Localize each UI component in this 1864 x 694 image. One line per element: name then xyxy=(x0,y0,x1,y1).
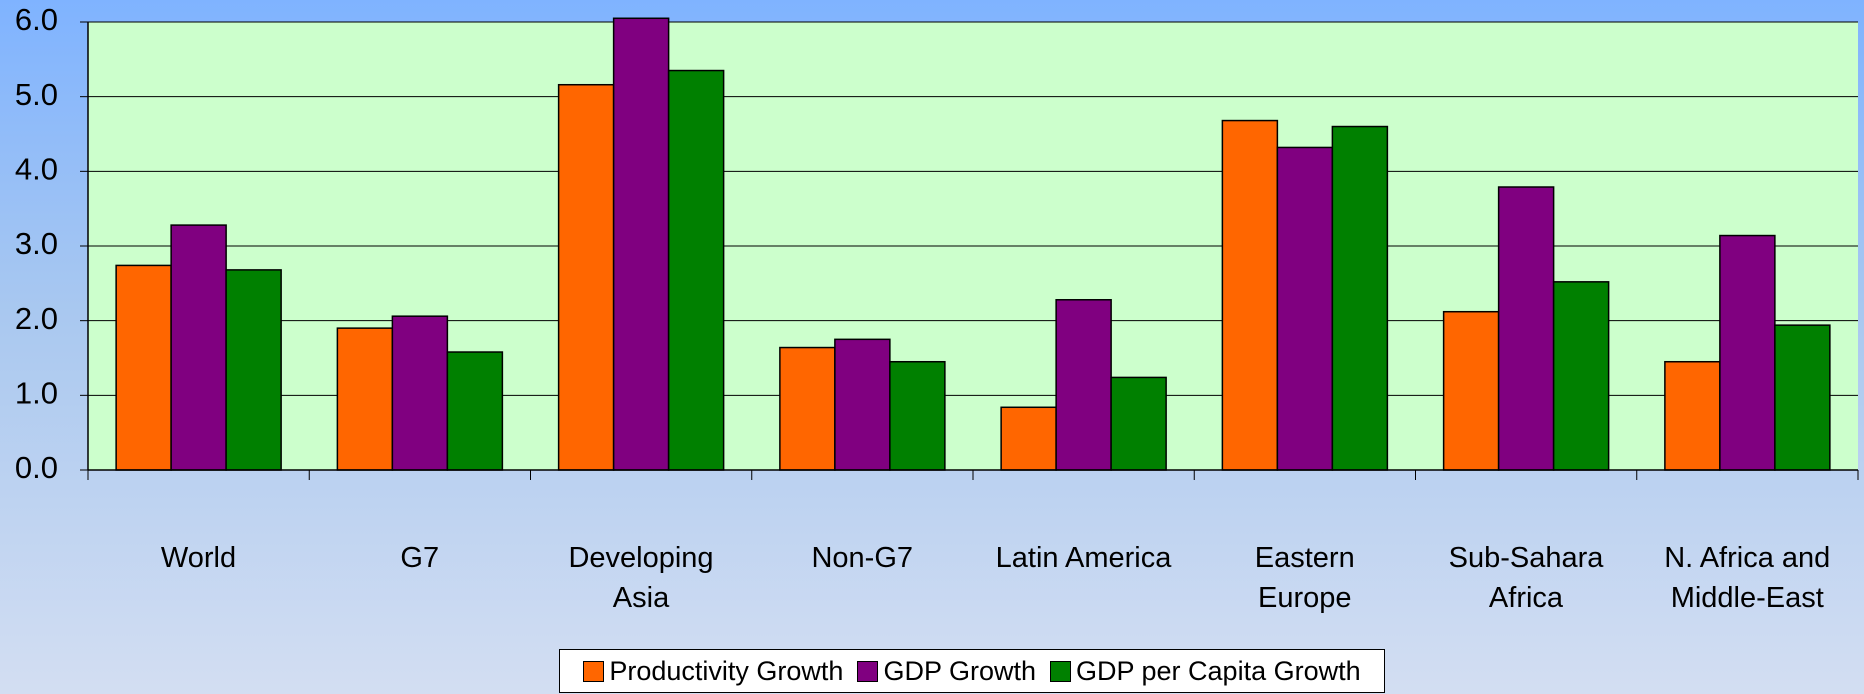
bar xyxy=(115,264,172,471)
x-tick-label: N. Africa and Middle-East xyxy=(1664,542,1831,614)
y-tick-label: 6.0 xyxy=(15,2,58,37)
y-tick-label: 5.0 xyxy=(15,77,58,112)
bar xyxy=(1276,146,1334,471)
legend-item: GDP Growth xyxy=(857,656,1036,687)
bar xyxy=(446,351,504,471)
legend-swatch xyxy=(857,660,879,682)
legend-swatch xyxy=(1050,660,1071,682)
y-tick-label: 4.0 xyxy=(15,152,58,187)
x-tick-label: World xyxy=(160,542,237,574)
bar xyxy=(667,69,725,471)
bar xyxy=(1221,119,1279,471)
bar xyxy=(1110,376,1167,471)
legend-item: GDP per Capita Growth xyxy=(1050,656,1361,687)
x-tick-label: Non-G7 xyxy=(811,542,914,574)
bar xyxy=(1000,406,1057,471)
bar xyxy=(1442,310,1500,471)
x-tick-label: G7 xyxy=(400,542,440,574)
bar xyxy=(170,224,227,471)
legend-label: Productivity Growth xyxy=(609,655,844,686)
bar xyxy=(1055,299,1112,471)
legend-swatch xyxy=(583,660,605,682)
bar xyxy=(889,360,946,471)
legend-label: GDP per Capita Growth xyxy=(1076,655,1361,686)
bar xyxy=(612,17,670,471)
bar xyxy=(225,269,282,471)
legend: Productivity Growth GDP Growth GDP per Cap… xyxy=(559,649,1385,693)
x-tick-label: Sub-Sahara Africa xyxy=(1448,542,1604,614)
bar xyxy=(557,83,615,471)
x-tick-label: Eastern Europe xyxy=(1254,542,1355,614)
bar xyxy=(336,327,394,471)
bar xyxy=(834,338,891,471)
legend-item: Productivity Growth xyxy=(583,656,843,687)
bar xyxy=(779,346,836,471)
bar xyxy=(391,315,449,471)
bar xyxy=(1719,234,1776,471)
bar xyxy=(1552,281,1610,471)
bar xyxy=(1497,186,1555,471)
x-tick-label: Latin America xyxy=(995,542,1172,574)
y-tick-label: 1.0 xyxy=(15,376,58,411)
legend-label: GDP Growth xyxy=(883,655,1036,686)
bar xyxy=(1331,125,1389,471)
y-tick-label: 2.0 xyxy=(15,301,58,336)
x-tick-label: Developing Asia xyxy=(568,542,714,614)
y-tick-label: 3.0 xyxy=(15,226,58,261)
bar xyxy=(1774,324,1831,471)
y-tick-label: 0.0 xyxy=(15,450,58,485)
bar xyxy=(1664,360,1721,471)
